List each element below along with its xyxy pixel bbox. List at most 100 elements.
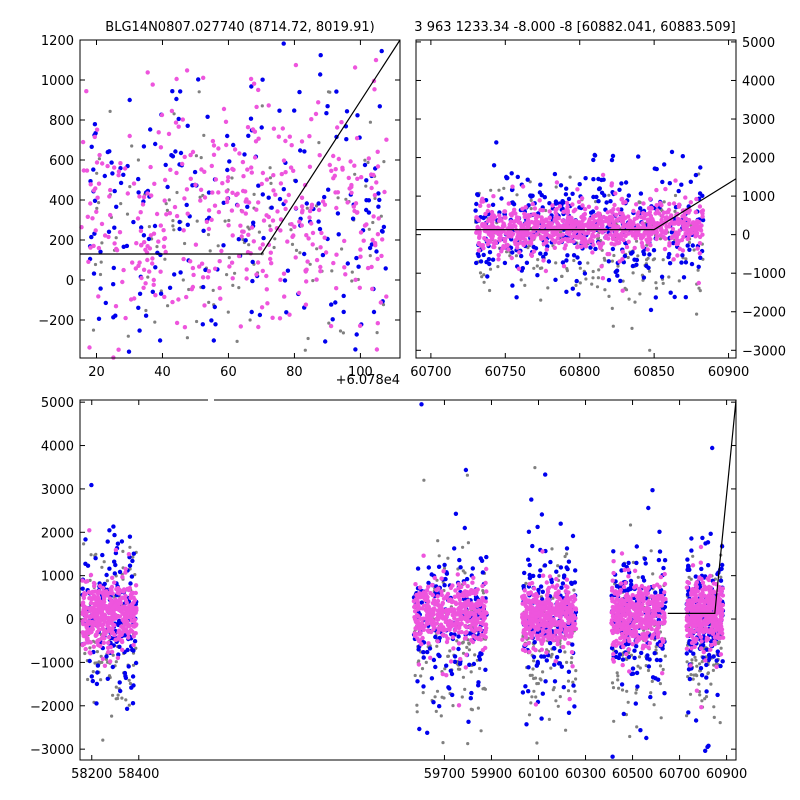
top-right-point-pink bbox=[512, 207, 517, 212]
top-right-point-gray bbox=[610, 306, 614, 310]
bottom-point-gray bbox=[83, 651, 87, 656]
top-left-point-blue bbox=[200, 322, 205, 327]
top-right-point-pink bbox=[619, 197, 624, 202]
top-right-point-pink bbox=[555, 236, 560, 241]
top-left-point-gray bbox=[166, 304, 170, 308]
bottom-point-blue bbox=[699, 673, 705, 678]
top-right-point-pink bbox=[576, 199, 582, 205]
bottom-point-blue bbox=[452, 659, 458, 664]
bottom-point-gray bbox=[134, 646, 138, 650]
top-left-point-pink bbox=[141, 285, 146, 290]
bottom-point-pink bbox=[120, 630, 125, 635]
top-right-point-blue bbox=[651, 248, 657, 253]
top-left-point-pink bbox=[162, 198, 167, 203]
top-right-point-pink bbox=[641, 215, 647, 220]
bottom-point-blue bbox=[89, 482, 94, 488]
top-left-point-gray bbox=[130, 144, 134, 148]
bottom-point-blue bbox=[527, 562, 532, 568]
bottom-point-pink bbox=[106, 620, 112, 626]
top-left-point-pink bbox=[304, 279, 309, 284]
top-left-point-gray bbox=[91, 328, 96, 332]
top-left-point-blue bbox=[137, 328, 142, 333]
top-right-point-pink bbox=[697, 234, 703, 240]
top-left-point-pink bbox=[342, 238, 347, 244]
top-right-point-blue bbox=[604, 200, 609, 205]
bottom-point-blue bbox=[626, 560, 631, 566]
bottom-point-pink bbox=[87, 528, 92, 533]
top-right-point-pink bbox=[524, 229, 529, 235]
bottom-point-blue bbox=[634, 670, 640, 676]
top-right-point-blue bbox=[608, 199, 613, 204]
bottom-point-gray bbox=[531, 667, 535, 671]
top-left-point-pink bbox=[322, 202, 328, 207]
top-left-point-gray bbox=[336, 196, 340, 200]
top-left-point-pink bbox=[358, 247, 363, 252]
top-right-point-blue bbox=[594, 194, 599, 200]
top-right-point-blue bbox=[693, 172, 699, 178]
bottom-point-pink bbox=[433, 621, 438, 626]
bottom-point-blue bbox=[127, 563, 133, 568]
bottom-point-blue bbox=[548, 559, 553, 565]
top-left-point-blue bbox=[302, 251, 307, 257]
bottom-point-pink bbox=[133, 606, 138, 611]
top-right-point-pink bbox=[485, 219, 490, 224]
bottom-point-gray bbox=[439, 714, 443, 718]
top-left-point-blue bbox=[209, 318, 214, 323]
top-right-point-blue bbox=[546, 259, 552, 264]
top-right-point-gray bbox=[624, 288, 629, 292]
top-right-point-blue bbox=[538, 182, 543, 187]
bottom-point-pink bbox=[483, 599, 488, 604]
bottom-point-blue bbox=[685, 557, 690, 562]
bottom-point-blue bbox=[718, 663, 723, 669]
top-left-point-pink bbox=[212, 203, 218, 208]
top-left-point-pink bbox=[96, 181, 102, 186]
bottom-point-blue bbox=[464, 576, 470, 582]
top-left-point-pink bbox=[375, 149, 380, 154]
top-right-point-pink bbox=[617, 211, 623, 216]
top-right-point-gray bbox=[515, 193, 519, 197]
top-right-point-pink bbox=[605, 210, 610, 215]
bottom-point-gray bbox=[533, 466, 537, 470]
bottom-point-blue bbox=[531, 573, 536, 579]
bottom-point-gray bbox=[689, 673, 693, 677]
top-right-point-pink bbox=[496, 252, 501, 258]
top-left-point-gray bbox=[207, 300, 211, 304]
bottom-point-pink bbox=[126, 635, 131, 640]
bottom-point-blue bbox=[457, 661, 463, 666]
top-right-point-gray bbox=[539, 298, 543, 302]
bottom-ytick-label: 4000 bbox=[41, 440, 74, 455]
top-right-point-pink bbox=[596, 226, 601, 232]
bottom-point-pink bbox=[95, 591, 101, 596]
top-left-point-pink bbox=[149, 193, 154, 198]
top-left-point-pink bbox=[240, 188, 246, 194]
top-left-point-pink bbox=[249, 225, 255, 230]
bottom-point-blue bbox=[609, 645, 615, 651]
top-right-point-blue bbox=[606, 277, 612, 283]
bottom-point-blue bbox=[113, 550, 119, 556]
bottom-point-blue bbox=[719, 566, 724, 571]
bottom-point-pink bbox=[123, 570, 128, 575]
bottom-xtick-label: 60700 bbox=[659, 767, 700, 782]
top-left-point-pink bbox=[169, 108, 175, 114]
top-left-point-gray bbox=[125, 212, 130, 216]
bottom-point-pink bbox=[548, 631, 553, 636]
top-left-point-blue bbox=[221, 200, 226, 205]
bottom-point-gray bbox=[719, 646, 723, 650]
bottom-point-blue bbox=[476, 680, 481, 685]
bottom-point-pink bbox=[103, 631, 108, 636]
top-left-point-pink bbox=[256, 136, 261, 141]
top-right-point-pink bbox=[590, 215, 596, 220]
top-right-point-pink bbox=[477, 231, 482, 236]
top-left-ytick-label: 600 bbox=[49, 154, 74, 169]
top-left-point-pink bbox=[239, 234, 244, 239]
top-right-point-gray bbox=[496, 265, 500, 269]
top-left-point-pink bbox=[199, 261, 205, 266]
top-left-point-gray bbox=[230, 176, 234, 180]
top-left-point-pink bbox=[251, 81, 257, 86]
bottom-point-blue bbox=[417, 726, 422, 732]
top-left-point-blue bbox=[177, 226, 182, 232]
bottom-point-gray bbox=[658, 682, 663, 686]
top-right-point-blue bbox=[648, 307, 654, 313]
top-right-point-gray bbox=[591, 269, 595, 274]
bottom-point-pink bbox=[80, 630, 86, 635]
